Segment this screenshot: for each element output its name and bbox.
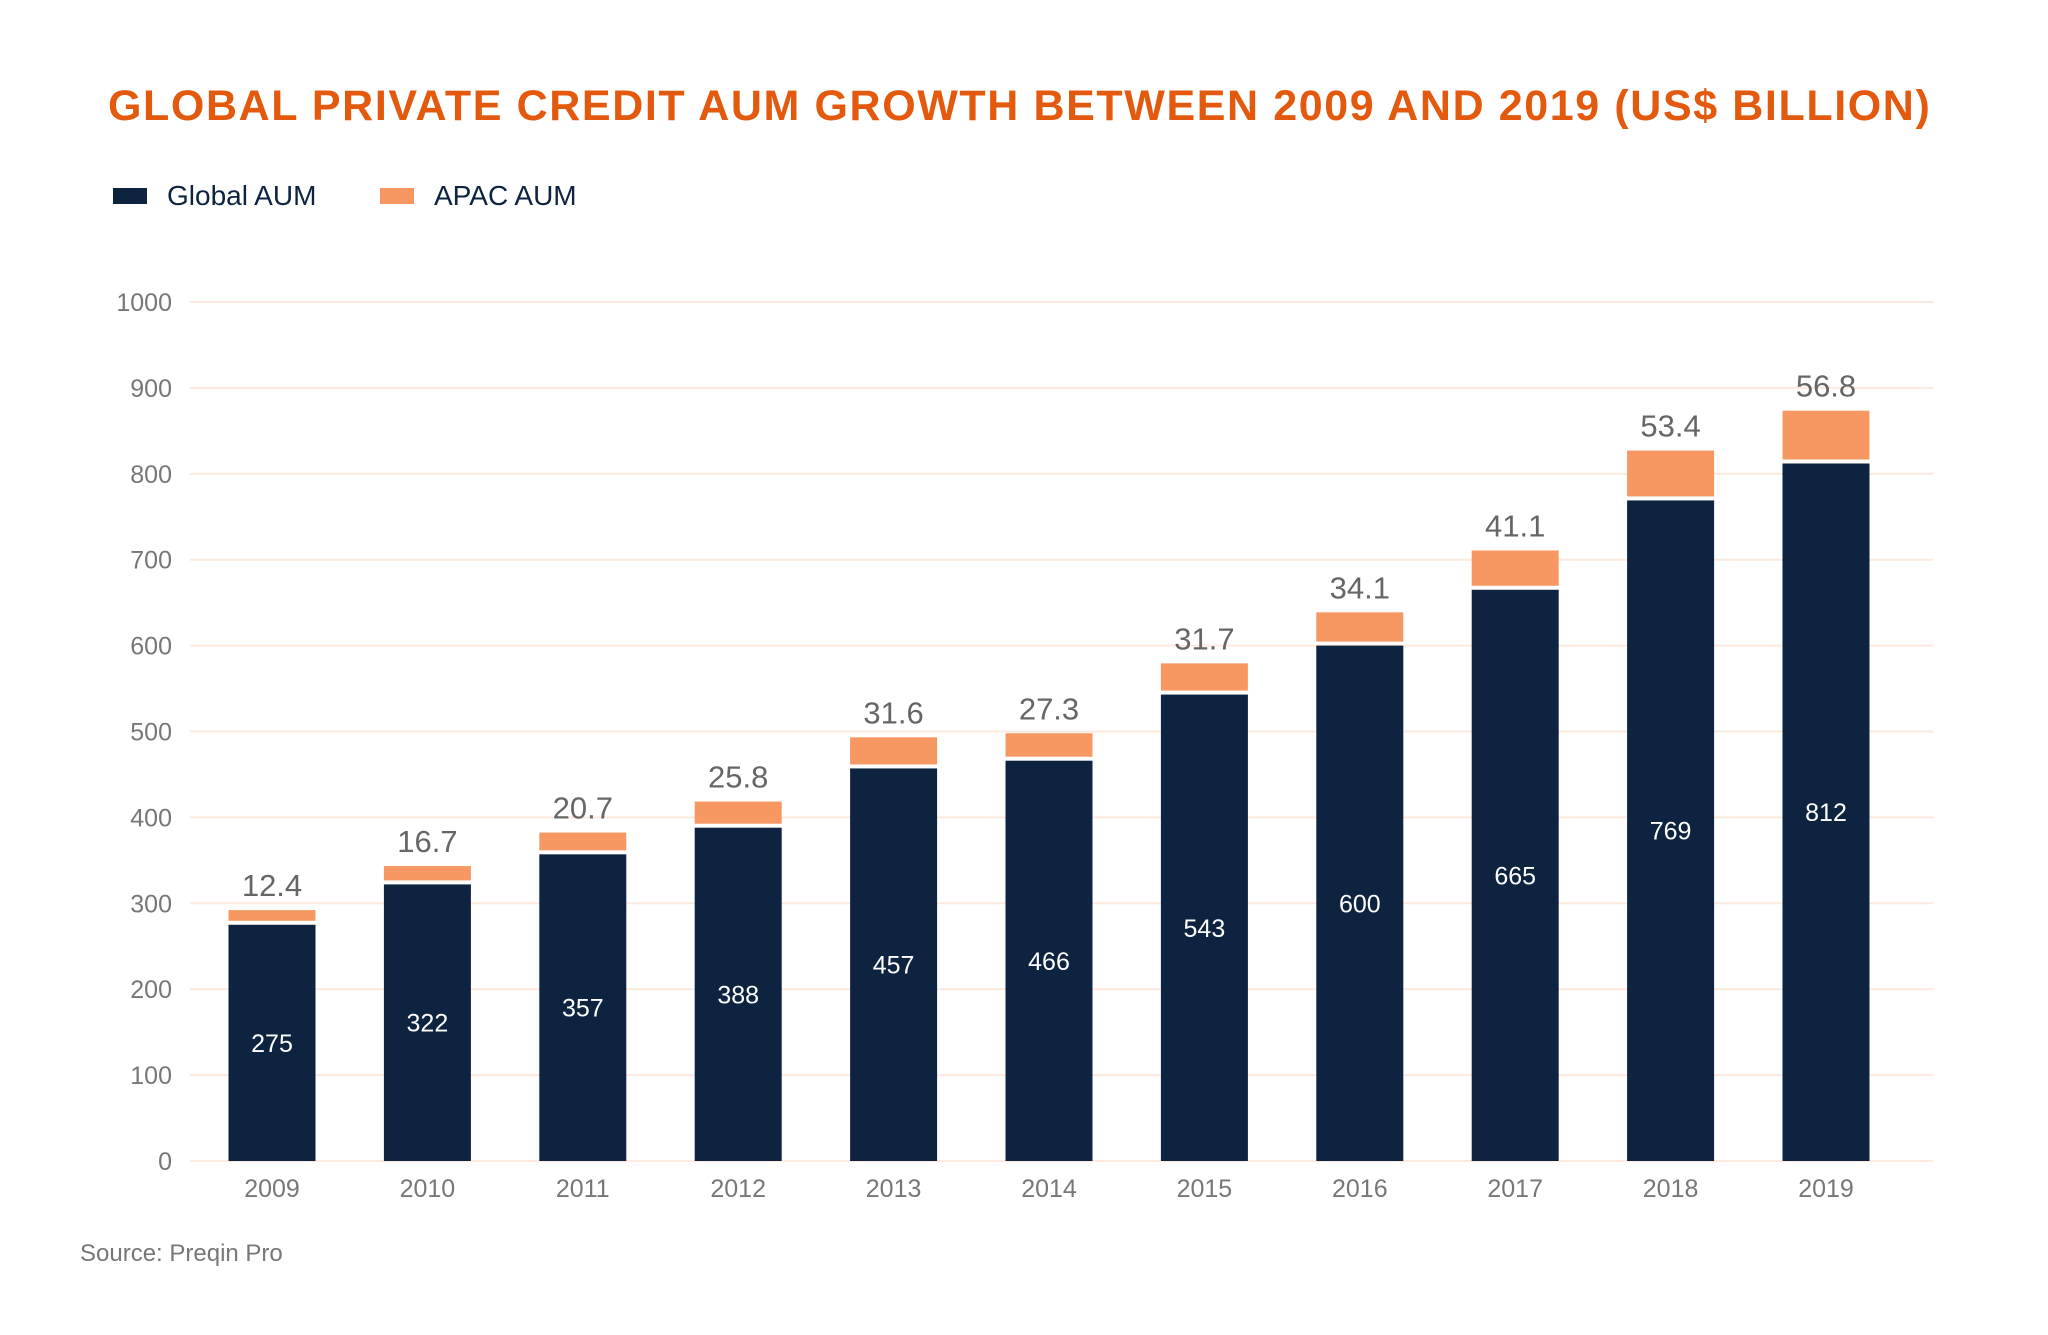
data-label-apac: 27.3 [1019, 691, 1079, 726]
data-label-global: 322 [407, 1010, 449, 1038]
y-tick-label: 700 [130, 547, 172, 575]
data-label-global: 275 [251, 1030, 293, 1058]
bar-apac-aum [1471, 550, 1559, 586]
data-label-global: 543 [1184, 915, 1226, 943]
x-tick-label: 2013 [866, 1175, 922, 1203]
chart-title: GLOBAL PRIVATE CREDIT AUM GROWTH BETWEEN… [108, 82, 1932, 130]
data-label-apac: 20.7 [553, 791, 613, 826]
x-tick-label: 2014 [1021, 1175, 1077, 1203]
y-tick-label: 0 [158, 1148, 172, 1176]
data-label-apac: 16.7 [397, 824, 457, 859]
y-tick-label: 300 [130, 890, 172, 918]
data-label-apac: 34.1 [1330, 570, 1390, 605]
bar-global-aum [694, 827, 782, 1161]
data-label-global: 665 [1494, 862, 1536, 890]
legend-label-apac: APAC AUM [434, 180, 577, 211]
bar-apac-aum [1316, 612, 1404, 642]
data-label-apac: 25.8 [708, 760, 768, 795]
x-tick-label: 2017 [1487, 1175, 1543, 1203]
bar-apac-aum [539, 832, 627, 851]
legend-swatch-apac [380, 188, 414, 204]
bar-apac-aum [1627, 450, 1715, 497]
data-label-apac: 53.4 [1640, 409, 1700, 444]
data-label-apac: 12.4 [242, 868, 302, 903]
bar-global-aum [228, 924, 316, 1161]
legend-swatch-global [113, 188, 147, 204]
x-tick-label: 2011 [556, 1175, 610, 1203]
data-label-global: 457 [873, 952, 915, 980]
x-tick-label: 2019 [1798, 1175, 1854, 1203]
x-tick-label: 2016 [1332, 1175, 1388, 1203]
bar-global-aum [1005, 760, 1093, 1161]
data-label-global: 466 [1028, 948, 1070, 976]
x-tick-label: 2010 [400, 1175, 456, 1203]
bar-apac-aum [1782, 410, 1870, 460]
data-label-global: 812 [1805, 799, 1847, 827]
y-tick-label: 200 [130, 976, 172, 1004]
y-tick-label: 400 [130, 804, 172, 832]
bar-global-aum [850, 768, 938, 1161]
bar-global-aum [1316, 645, 1404, 1161]
data-label-global: 600 [1339, 890, 1381, 918]
bar-apac-aum [1005, 733, 1093, 757]
data-label-apac: 56.8 [1796, 369, 1856, 404]
bar-apac-aum [1160, 663, 1248, 691]
y-tick-label: 500 [130, 719, 172, 747]
source-note: Source: Preqin Pro [80, 1240, 283, 1267]
x-tick-label: 2012 [710, 1175, 766, 1203]
bar-global-aum [1782, 463, 1870, 1161]
bar-apac-aum [694, 801, 782, 824]
bar-apac-aum [228, 910, 316, 921]
y-tick-label: 900 [130, 375, 172, 403]
data-label-apac: 31.7 [1174, 621, 1234, 656]
bar-global-aum [1160, 694, 1248, 1161]
y-tick-label: 100 [130, 1062, 172, 1090]
x-tick-label: 2009 [244, 1175, 300, 1203]
bar-apac-aum [383, 866, 471, 881]
legend-item-global: Global AUM [113, 180, 316, 212]
legend-item-apac: APAC AUM [380, 180, 577, 212]
y-tick-label: 800 [130, 461, 172, 489]
data-label-global: 769 [1650, 818, 1692, 846]
data-label-global: 388 [717, 981, 759, 1009]
bar-global-aum [383, 884, 471, 1161]
bar-global-aum [1627, 500, 1715, 1162]
bar-apac-aum [850, 737, 938, 765]
data-label-apac: 41.1 [1485, 508, 1545, 543]
bar-global-aum [539, 854, 627, 1161]
y-tick-label: 600 [130, 633, 172, 661]
y-tick-label: 1000 [116, 289, 172, 317]
data-label-global: 357 [562, 995, 604, 1023]
x-tick-label: 2018 [1643, 1175, 1699, 1203]
bar-global-aum [1471, 589, 1559, 1161]
legend-label-global: Global AUM [167, 180, 317, 211]
data-label-apac: 31.6 [863, 695, 923, 730]
x-tick-label: 2015 [1177, 1175, 1233, 1203]
